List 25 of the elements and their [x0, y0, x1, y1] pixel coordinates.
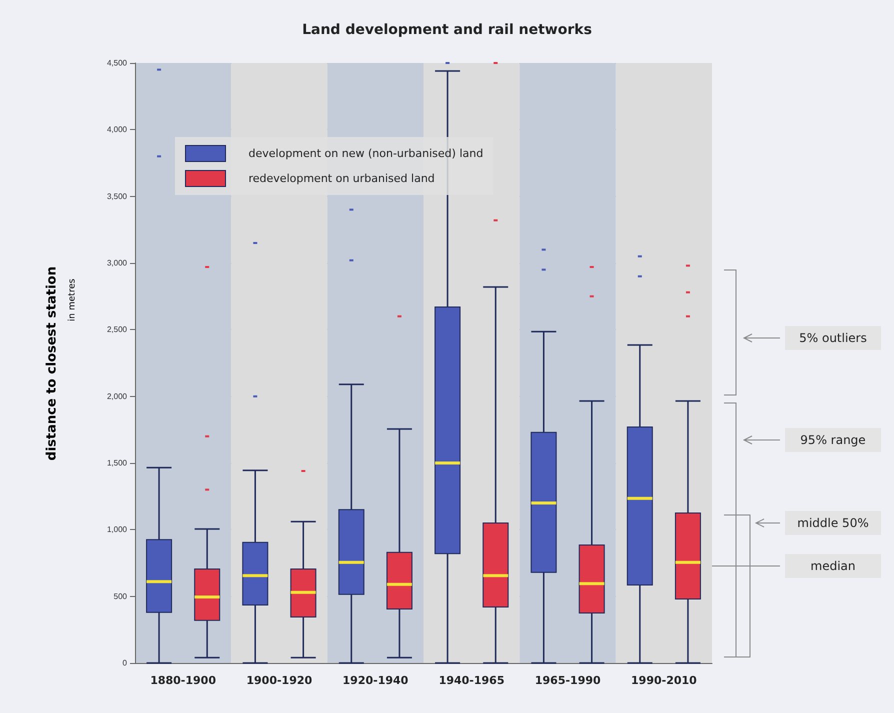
text: 95% range [785, 428, 881, 452]
x-tick-label: 1965-1990 [534, 674, 601, 687]
y-axis-title: distance to closest station [44, 266, 60, 460]
y-tick-label: 4,500 [106, 58, 128, 68]
y-tick-label: 3,000 [106, 258, 128, 268]
y-tick-label: 2,500 [106, 325, 128, 334]
text: median [785, 554, 881, 578]
x-tick-label: 1880-1900 [150, 674, 216, 687]
text: middle 50% [785, 511, 881, 535]
y-tick-label: 1,500 [106, 458, 128, 468]
x-tick-label: 1940-1965 [438, 674, 504, 687]
y-tick-label: 3,500 [106, 192, 128, 201]
text: 5% outliers [785, 326, 881, 350]
y-tick-label: 1,000 [106, 525, 128, 534]
x-tick-label: 1900-1920 [246, 674, 312, 687]
text: in metres [66, 278, 77, 322]
legend-label: development on new (non-urbanised) land [248, 147, 484, 160]
legend-label: redevelopment on urbanised land [248, 172, 435, 185]
x-tick-label: 1920-1940 [342, 674, 409, 687]
y-tick-label: 4,000 [106, 125, 128, 134]
y-tick-label: 500 [114, 592, 128, 601]
y-tick-label: 0 [122, 658, 128, 668]
chart-title: Land development and rail networks [302, 22, 592, 38]
x-tick-label: 1990-2010 [631, 674, 698, 687]
y-tick-label: 2,000 [106, 392, 128, 401]
